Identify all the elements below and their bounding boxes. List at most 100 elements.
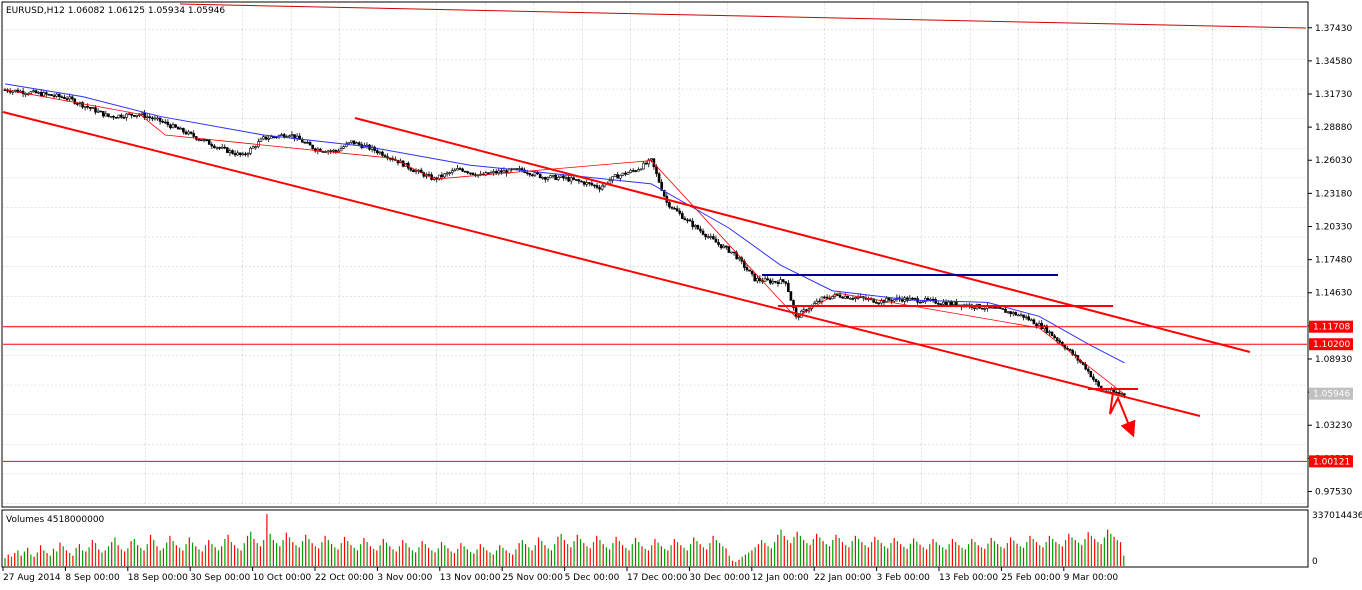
candle-body [288,135,291,138]
level-label-text: 1.00121 [1313,457,1350,467]
y-tick-label: 1.17480 [1315,256,1352,266]
y-tick-label: 1.23180 [1315,189,1352,199]
candle-body [489,172,493,175]
candle-body [693,225,697,228]
candle-body [321,151,325,153]
candle-body [1009,311,1012,315]
candle-body [99,110,102,113]
candle-body [706,236,710,238]
candle-body [613,174,617,177]
candle-body [776,281,780,285]
candle-body [45,92,48,95]
upper-channel-line[interactable] [354,117,1251,353]
candle-body [590,183,594,186]
candle-body [874,302,878,304]
candle-body [350,140,353,143]
candle-body [269,136,273,139]
candle-body [528,173,532,176]
candle-body [205,139,208,142]
candle-body [332,149,335,152]
candle-body [737,257,741,260]
candle-body [445,172,449,175]
candle-body [174,124,177,128]
candle-body [585,182,588,185]
level-label-text: 1.11708 [1313,323,1350,333]
candle-body [238,152,242,155]
candle-body [766,278,769,281]
projection-arrow[interactable] [1109,391,1136,438]
candle-body [112,115,115,118]
candle-body [458,168,462,170]
candle-body [492,171,495,174]
candle-body [42,92,46,97]
candle-body [678,210,682,214]
lower-channel-line[interactable] [2,111,1201,417]
candle-body [1017,314,1020,317]
candle-body [1042,325,1046,330]
candle-body [1071,350,1075,355]
candle-body [502,170,506,173]
price-grid [3,3,1307,506]
long-trend-line[interactable] [179,3,1307,29]
level-label-text: 1.10200 [1313,340,1350,350]
x-tick-label: 13 Nov 00:00 [440,573,501,583]
candle-body [355,142,358,145]
candle-body [156,117,159,120]
candle-body [301,139,304,143]
candle-body [83,105,87,108]
candle-body [885,298,888,303]
candle-body [171,124,175,129]
candle-body [828,298,831,300]
time-axis: 27 Aug 2014 8 Sep 00:00 18 Sep 00:00 30 Sep… [2,567,1118,583]
candle-body [1086,368,1090,372]
candle-body [34,90,38,94]
candle-body [316,148,320,152]
candle-body [1068,348,1072,351]
candle-body [836,294,839,296]
candle-body [189,131,193,134]
candle-body [295,135,299,139]
candle-body [580,180,583,183]
candle-body [1112,389,1116,393]
candle-body [120,114,123,118]
candle-body [282,134,286,138]
x-tick-label: 17 Dec 00:00 [627,573,688,583]
candle-body [890,299,894,302]
y-tick-label: 1.31730 [1315,90,1352,100]
candle-body [381,151,384,156]
candle-body [184,131,188,135]
candle-body [339,148,343,152]
candle-body [849,298,852,300]
candle-body [197,138,201,141]
candle-body [668,202,671,208]
candle-body [719,244,723,249]
candle-body [166,121,170,126]
candle-body [1117,392,1121,395]
candle-body [717,241,720,245]
candle-body [851,298,855,300]
candle-body [660,181,663,191]
candle-body [877,302,881,305]
candle-body [76,103,79,105]
candle-body [443,173,446,178]
candle-body [163,121,167,124]
candle-body [259,138,263,142]
candle-body [670,206,674,209]
candle-body [699,228,702,232]
candle-body [779,279,782,285]
candle-body [101,111,105,117]
candle-body [691,220,694,228]
candle-body [8,90,12,93]
candle-body [427,174,431,176]
candle-body [639,168,643,171]
candle-body [637,169,640,172]
candle-body [753,273,757,282]
candle-body [724,245,728,248]
candle-body [825,296,829,299]
price-axis: 1.37430 1.34580 1.31730 1.28880 1.26030 1.231… [1308,24,1352,497]
candle-body [125,113,128,118]
candle-body [60,96,64,98]
candle-body [169,124,172,129]
